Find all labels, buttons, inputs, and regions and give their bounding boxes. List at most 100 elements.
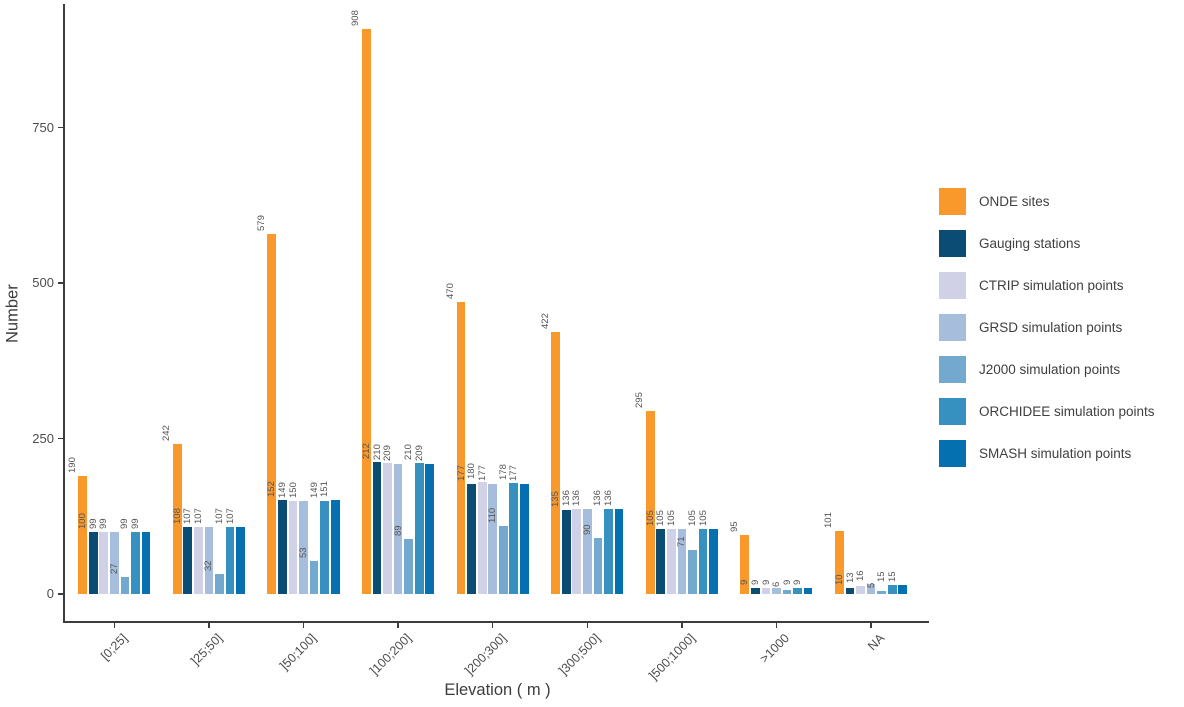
- bar: [393, 464, 403, 594]
- x-tick-label: [0;25]: [98, 631, 131, 664]
- legend-item: ONDE sites: [939, 180, 1155, 222]
- bar: [267, 233, 277, 594]
- bar-value-label: 6: [771, 582, 782, 588]
- bar-value-label: 95: [728, 521, 740, 532]
- x-tick-mark: [491, 623, 494, 628]
- bar: [582, 509, 592, 594]
- bar-value-label: 149: [276, 482, 288, 499]
- x-tick-mark: [870, 623, 872, 628]
- bar: [688, 549, 697, 594]
- bar-value-label: 105: [665, 509, 677, 526]
- bar-value-label: 89: [392, 525, 404, 536]
- legend-swatch: [939, 313, 966, 341]
- bar-value-label: 16: [855, 570, 867, 581]
- bar-value-label: 71: [676, 536, 688, 547]
- x-tick-mark: [775, 623, 778, 628]
- bar-value-label: 209: [382, 445, 394, 461]
- legend-label: ONDE sites: [979, 193, 1050, 209]
- legend-swatch: [939, 187, 966, 215]
- x-tick-label: ]50;100]: [277, 631, 320, 673]
- bar: [78, 475, 88, 594]
- legend-label: ORCHIDEE simulation points: [979, 403, 1155, 419]
- bar: [236, 527, 245, 594]
- bar: [561, 510, 571, 594]
- bar-value-label: 27: [108, 563, 120, 575]
- bar: [593, 538, 603, 594]
- bar: [677, 528, 687, 594]
- bar: [551, 331, 561, 594]
- bar: [99, 532, 109, 594]
- bar: [425, 464, 435, 594]
- bar-value-label: 9: [749, 580, 761, 586]
- bar: [372, 462, 382, 594]
- bar-value-label: 105: [687, 509, 698, 526]
- bar-value-label: 101: [823, 512, 835, 529]
- bar-value-label: 422: [539, 312, 551, 329]
- legend-label: GRSD simulation points: [979, 319, 1123, 335]
- bar: [183, 526, 193, 594]
- legend-item: CTRIP simulation points: [939, 264, 1155, 306]
- x-axis-title: Elevation ( m ): [444, 681, 551, 699]
- bar: [740, 534, 750, 594]
- bar: [467, 483, 476, 594]
- bar: [793, 588, 802, 594]
- x-tick-mark: [397, 623, 399, 628]
- x-tick-label: NA: [864, 631, 888, 654]
- bar-value-label: 9: [739, 580, 751, 586]
- bar: [131, 532, 140, 594]
- bar: [698, 528, 708, 594]
- bar-value-label: 10: [834, 574, 845, 585]
- bar-value-label: 135: [550, 491, 562, 507]
- bar-value-label: 908: [350, 10, 362, 27]
- bar-value-label: 210: [403, 444, 415, 461]
- bar-value-label: 9: [760, 580, 772, 586]
- bar: [803, 588, 813, 594]
- bar-value-label: 105: [697, 509, 709, 526]
- bar-value-label: 470: [445, 282, 456, 299]
- x-tick-mark: [681, 623, 683, 628]
- bar-value-label: 100: [77, 512, 89, 529]
- y-tick-label: 250: [32, 430, 54, 446]
- bar: [320, 501, 329, 594]
- bar: [404, 538, 413, 594]
- legend-label: SMASH simulation points: [979, 445, 1132, 461]
- x-tick-mark: [586, 623, 589, 628]
- bar: [877, 590, 887, 594]
- bar: [782, 590, 792, 594]
- bar: [666, 528, 676, 594]
- bar-value-label: 107: [214, 508, 225, 525]
- bar: [309, 561, 319, 594]
- x-tick-label: ]25;50]: [187, 631, 225, 668]
- bar: [456, 301, 466, 594]
- bar-value-label: 177: [508, 465, 520, 481]
- y-axis-title: Number: [3, 284, 22, 343]
- x-tick-label: ]100;200]: [367, 631, 415, 678]
- bar-value-label: 136: [592, 490, 604, 507]
- bar-value-label: 177: [476, 465, 488, 481]
- x-axis-line: [63, 621, 929, 623]
- bar-value-label: 9: [792, 580, 804, 586]
- bar-value-label: 579: [255, 215, 267, 231]
- x-tick-label: ]200;300]: [461, 631, 509, 678]
- bar: [414, 463, 424, 594]
- bar: [88, 531, 98, 594]
- bar-value-label: 15: [876, 571, 888, 582]
- bar-value-label: 99: [98, 518, 110, 530]
- y-tick-mark: [58, 282, 63, 284]
- bar: [509, 483, 519, 594]
- x-tick-label: ]500;1000]: [646, 631, 698, 683]
- bar: [614, 509, 624, 594]
- y-axis-line: [63, 4, 65, 623]
- bar: [383, 463, 392, 594]
- bar: [887, 584, 897, 594]
- bar: [898, 584, 908, 594]
- y-tick-mark: [58, 593, 63, 595]
- bar-value-label: 212: [361, 443, 372, 460]
- bar: [120, 577, 130, 594]
- bar: [477, 482, 487, 594]
- bar: [751, 588, 760, 594]
- bar-value-label: 32: [203, 560, 215, 572]
- legend-item: ORCHIDEE simulation points: [939, 390, 1155, 432]
- bar-value-label: 242: [161, 424, 173, 441]
- bar-value-label: 53: [298, 547, 309, 558]
